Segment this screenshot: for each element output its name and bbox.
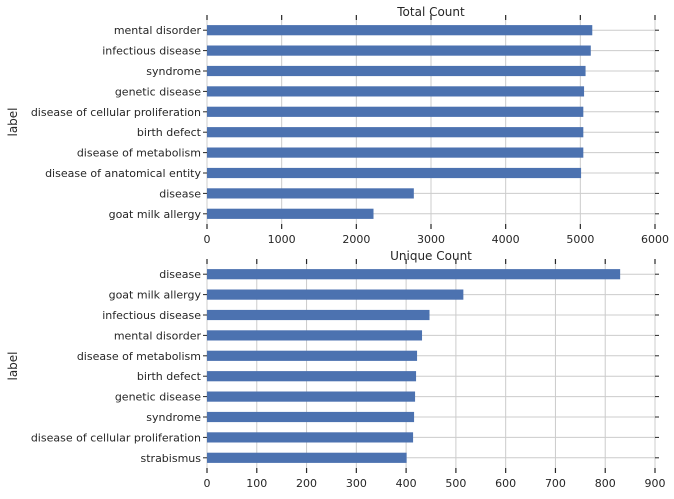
unique-xtick-label: 100 (246, 477, 267, 490)
unique-category-label: infectious disease (102, 309, 201, 322)
total-category-label: infectious disease (102, 45, 201, 58)
unique-xtick-label: 800 (595, 477, 616, 490)
unique-category-label: mental disorder (114, 329, 202, 342)
total-bar (207, 86, 585, 97)
total-chart-title: Total Count (396, 5, 465, 19)
total-bar (207, 147, 584, 158)
total-category-label: syndrome (146, 65, 201, 78)
unique-xtick-label: 900 (645, 477, 666, 490)
total-xtick-label: 0 (204, 233, 211, 246)
unique-chart-title: Unique Count (390, 249, 472, 263)
unique-bar (207, 309, 430, 321)
total-bar (207, 208, 374, 219)
total-bar (207, 106, 584, 117)
unique-bar (207, 330, 423, 341)
unique-category-label: disease of cellular proliferation (31, 431, 201, 444)
unique-xtick-label: 400 (396, 477, 417, 490)
unique-xtick-label: 600 (495, 477, 516, 490)
unique-category-label: strabismus (141, 452, 202, 465)
total-category-label: mental disorder (114, 24, 202, 37)
total-category-label: genetic disease (115, 85, 201, 98)
total-xtick-label: 4000 (492, 233, 520, 246)
total-xtick-label: 2000 (342, 233, 370, 246)
unique-xtick-label: 0 (204, 477, 211, 490)
total-bar (207, 167, 582, 179)
total-y-axis-label: label (6, 107, 20, 136)
unique-category-label: genetic disease (115, 391, 201, 404)
total-xtick-label: 1000 (268, 233, 296, 246)
total-bar (207, 45, 591, 56)
total-xtick-label: 6000 (641, 233, 669, 246)
total-xtick-label: 3000 (417, 233, 445, 246)
unique-bar (207, 432, 414, 443)
unique-bar (207, 269, 621, 280)
unique-y-axis-label: label (6, 351, 20, 380)
unique-bar (207, 289, 464, 300)
unique-bar (207, 411, 415, 423)
unique-category-label: disease of metabolism (77, 350, 201, 363)
unique-xtick-label: 200 (296, 477, 317, 490)
unique-category-label: birth defect (137, 370, 202, 383)
total-category-label: birth defect (137, 126, 202, 139)
unique-bar (207, 391, 416, 402)
total-bar (207, 25, 593, 36)
total-category-label: disease of anatomical entity (45, 167, 201, 180)
total-bar (207, 127, 584, 138)
total-category-label: disease (159, 187, 201, 200)
total-bar (207, 188, 414, 199)
total-panel: mental disorder infectious disease syndrom… (6, 5, 669, 246)
total-xtick-label: 5000 (566, 233, 594, 246)
unique-bar (207, 371, 417, 382)
unique-panel: disease goat milk allergy infectious disea… (6, 249, 666, 490)
unique-category-label: syndrome (146, 411, 201, 424)
total-category-label: goat milk allergy (109, 208, 202, 221)
total-bar (207, 65, 586, 77)
total-category-label: disease of metabolism (77, 147, 201, 160)
unique-xtick-label: 500 (445, 477, 466, 490)
unique-xtick-label: 700 (545, 477, 566, 490)
unique-category-label: disease (159, 268, 201, 281)
total-category-label: disease of cellular proliferation (31, 106, 201, 119)
unique-category-label: goat milk allergy (109, 289, 202, 302)
unique-bar (207, 350, 418, 361)
unique-xtick-label: 300 (346, 477, 367, 490)
unique-bar (207, 452, 407, 463)
